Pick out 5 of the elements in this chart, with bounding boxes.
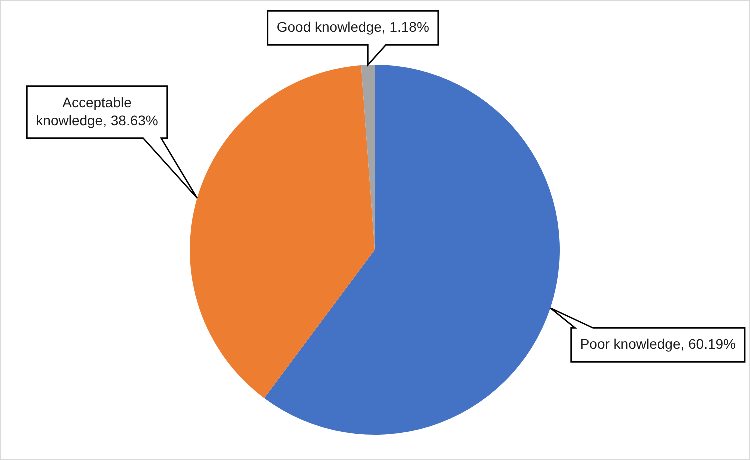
pie-slice [190, 66, 375, 398]
pie-slice [264, 65, 560, 435]
slice-label: Acceptable knowledge, 38.63% [36, 94, 158, 128]
slice-label: Poor knowledge, 60.19% [580, 336, 736, 352]
slice-label: Good knowledge, 1.18% [276, 19, 430, 36]
